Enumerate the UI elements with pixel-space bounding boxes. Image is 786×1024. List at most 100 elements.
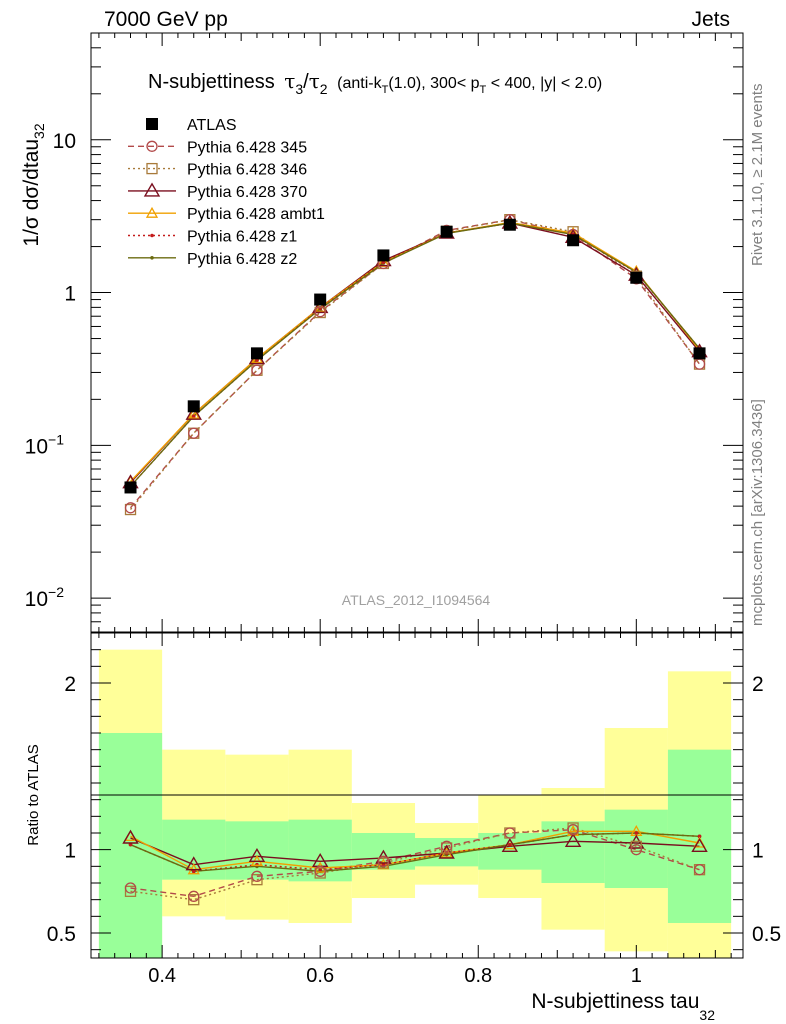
- data-point-p345: [124, 502, 137, 514]
- ratio-point-z1: [128, 842, 133, 847]
- main-series-lines: [129, 218, 701, 510]
- ratio-point-z1: [634, 831, 639, 835]
- ratio-y-tick-label-right: 2: [752, 673, 764, 696]
- band-inner-bin: [541, 821, 605, 883]
- data-point-atlas: [250, 347, 263, 360]
- main-y-tick-label: 10−2: [25, 584, 65, 611]
- ratio-point-p345: [188, 890, 200, 902]
- ratio-point-z1: [381, 862, 386, 867]
- plot-title-cut3: < 400, |y| < 2.0): [486, 75, 602, 92]
- data-point-p345: [188, 427, 200, 439]
- ratio-point-p345: [693, 864, 706, 876]
- legend-marker-p345: [146, 140, 158, 152]
- band-inner-bin: [604, 809, 668, 888]
- legend-marker-p370: [143, 182, 161, 197]
- plot-title-cut-sub: T: [382, 84, 389, 96]
- data-point-p370: [185, 405, 202, 420]
- ratio-point-z1: [191, 869, 196, 874]
- ratio-ylabel: Ratio to ATLAS: [25, 744, 42, 845]
- ratio-point-p370: [122, 829, 139, 844]
- ratio-point-p346: [630, 840, 642, 852]
- ratio-y-tick-label: 2: [64, 673, 76, 696]
- legend-marker-z1: [150, 233, 154, 238]
- ratio-point-p345: [314, 865, 326, 877]
- legend-marker-ambt1: [145, 206, 159, 218]
- legend-label-z2: Pythia 6.428 z2: [187, 251, 297, 268]
- axis-ticks: [91, 32, 743, 958]
- x-tick-label: 0.4: [148, 965, 176, 987]
- xlabel-sub: 32: [699, 1007, 715, 1023]
- main-y-tick-exponent: −1: [48, 431, 64, 447]
- header-left: 7000 GeV pp: [104, 8, 228, 31]
- data-point-atlas: [187, 400, 200, 413]
- header-right: Jets: [691, 8, 730, 31]
- x-tick-label: 0.8: [464, 965, 492, 987]
- ratio-y-tick-label-right: 1: [752, 840, 764, 863]
- ratio-point-p345: [251, 870, 263, 882]
- xlabel: N-subjettiness tau32: [531, 990, 715, 1023]
- data-point-p345: [693, 358, 706, 370]
- data-point-atlas: [693, 347, 706, 360]
- legend-marker-p346: [146, 162, 158, 175]
- ratio-line-p345: [130, 828, 700, 898]
- ratio-point-p346: [251, 874, 263, 886]
- ratio-line-z1: [130, 832, 700, 873]
- analysis-watermark: ATLAS_2012_I1094564: [342, 592, 491, 608]
- data-point-atlas: [314, 293, 327, 306]
- data-point-p345: [251, 364, 263, 376]
- ratio-point-p370: [185, 856, 202, 871]
- ratio-series-lines: [130, 827, 700, 901]
- x-tick-label: 1: [631, 965, 642, 987]
- ratio-y-tick-label: 1: [64, 840, 76, 863]
- ratio-point-p345: [504, 827, 516, 839]
- xlabel-text: N-subjettiness tau: [531, 990, 699, 1013]
- ratio-frame: [90, 632, 744, 959]
- data-point-atlas: [377, 249, 390, 262]
- plot-title-main: N-subjettiness: [148, 71, 275, 93]
- ratio-point-ambt1: [377, 858, 390, 870]
- data-point-atlas: [440, 225, 453, 238]
- data-point-atlas: [630, 271, 643, 284]
- ratio-point-p370: [564, 832, 582, 848]
- main-frame: [90, 32, 744, 633]
- axes-frames: [90, 32, 744, 959]
- ratio-point-p370: [438, 844, 455, 859]
- ratio-point-p370: [248, 847, 266, 863]
- legend-label-ambt1: Pythia 6.428 ambt1: [187, 206, 325, 223]
- main-y-tick-exponent: −2: [48, 584, 64, 600]
- main-y-tick-label: 10−1: [25, 431, 65, 458]
- legend-label-p370: Pythia 6.428 370: [187, 184, 307, 201]
- ratio-point-p345: [440, 840, 453, 852]
- plot-title-cut: (anti-k: [337, 75, 382, 92]
- data-point-z1: [255, 358, 259, 363]
- main-y-tick-label: 10: [53, 130, 76, 153]
- ratio-point-p370: [628, 834, 645, 849]
- series-line-z2: [129, 222, 701, 487]
- plot-title-cut2: (1.0), 300< p: [388, 75, 479, 92]
- ratio-point-p346: [124, 885, 137, 897]
- ratio-point-z1: [318, 867, 322, 872]
- ratio-uncertainty-bands: [98, 649, 732, 958]
- plot-title: N-subjettiness τ3/τ2 (anti-kT(1.0), 300<…: [148, 69, 602, 99]
- ratio-point-p370: [691, 837, 708, 853]
- ratio-point-p346: [188, 894, 200, 906]
- legend-label-p346: Pythia 6.428 346: [187, 162, 307, 179]
- mcplots-side-label: mcplots.cern.ch [arXiv:1306.3436]: [749, 399, 766, 626]
- ratio-point-p345: [630, 844, 642, 856]
- data-point-p370: [311, 298, 329, 314]
- legend: ATLAS Pythia 6.428 345 Pythia 6.428 346 Pyt…: [128, 117, 325, 268]
- ratio-point-p370: [501, 837, 519, 853]
- ratio-point-p345: [567, 824, 579, 836]
- data-point-p345: [314, 305, 326, 318]
- ratio-point-p345: [124, 882, 137, 894]
- ratio-point-p345: [377, 855, 390, 867]
- legend-label-p345: Pythia 6.428 345: [187, 139, 307, 156]
- ratio-point-z1: [508, 842, 512, 847]
- plot-title-tau2: τ: [309, 69, 320, 93]
- data-point-ambt1: [187, 407, 200, 419]
- main-ylabel-sub: 32: [31, 123, 47, 139]
- legend-label-z1: Pythia 6.428 z1: [187, 229, 297, 246]
- legend-label-atlas: ATLAS: [187, 117, 237, 134]
- main-ylabel: 1/σ dσ/dtau32: [20, 123, 47, 246]
- data-point-atlas: [567, 234, 580, 247]
